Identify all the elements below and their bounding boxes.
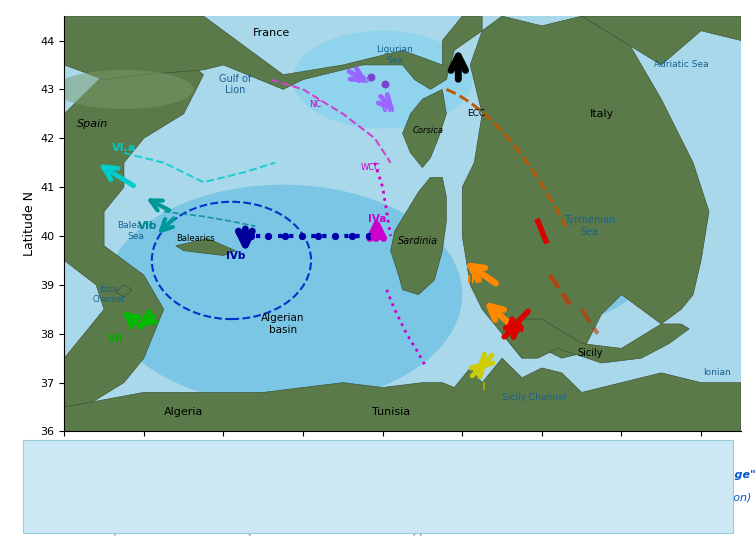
- Text: Spain: Spain: [76, 118, 108, 129]
- Text: III: III: [311, 457, 324, 470]
- Text: Balearic
Sea: Balearic Sea: [117, 221, 154, 241]
- Text: IW "age": IW "age": [702, 470, 756, 480]
- Text: I: I: [482, 383, 486, 392]
- Text: Adriatic Sea: Adriatic Sea: [654, 61, 708, 70]
- Point: [369, 232, 381, 240]
- Polygon shape: [502, 319, 689, 363]
- Point: [296, 232, 308, 240]
- Point: [346, 232, 358, 240]
- Ellipse shape: [484, 133, 663, 319]
- Text: Ibiza
Channel: Ibiza Channel: [92, 285, 124, 304]
- Text: VII: VII: [108, 333, 124, 344]
- Text: Tunisia: Tunisia: [371, 407, 410, 417]
- Point: [364, 73, 376, 81]
- Text: Sicily Channel: Sicily Channel: [502, 393, 566, 402]
- Text: IIa: IIa: [153, 457, 170, 470]
- Ellipse shape: [104, 185, 462, 405]
- Text: VI.a: VI.a: [112, 143, 136, 153]
- Polygon shape: [462, 16, 709, 358]
- Text: IIb: IIb: [216, 457, 234, 470]
- Text: IVa: IVa: [367, 214, 386, 224]
- Text: IIb: IIb: [466, 275, 482, 285]
- Text: Ionian: Ionian: [703, 368, 731, 377]
- Text: France: France: [253, 28, 290, 38]
- Text: Sardinia: Sardinia: [398, 236, 438, 246]
- Text: Algeria: Algeria: [164, 407, 203, 417]
- Text: III: III: [451, 58, 465, 71]
- Y-axis label: Latitude N: Latitude N: [23, 191, 36, 256]
- Polygon shape: [64, 358, 741, 431]
- Text: I.: I.: [85, 457, 94, 470]
- Text: VIb: VIb: [138, 221, 157, 231]
- Text: VIb: VIb: [534, 457, 556, 470]
- Text: VIa: VIa: [463, 457, 485, 470]
- Text: IVb: IVb: [434, 502, 457, 515]
- Text: Italy: Italy: [590, 109, 614, 119]
- Text: Ligurian
Sea: Ligurian Sea: [376, 46, 413, 65]
- Text: IVa: IVa: [278, 502, 300, 515]
- Text: Va: Va: [394, 457, 411, 470]
- Text: Sicily: Sicily: [577, 348, 603, 358]
- Text: NC: NC: [309, 100, 321, 109]
- Polygon shape: [391, 177, 446, 295]
- Text: Tyrrhenian
Sea: Tyrrhenian Sea: [564, 215, 615, 237]
- Ellipse shape: [54, 70, 194, 109]
- Ellipse shape: [293, 31, 472, 129]
- Polygon shape: [64, 65, 203, 431]
- Text: IVb: IVb: [226, 250, 245, 260]
- Polygon shape: [64, 16, 482, 90]
- Polygon shape: [402, 90, 446, 168]
- Point: [279, 232, 291, 240]
- Polygon shape: [581, 16, 741, 65]
- Text: WCC: WCC: [361, 163, 381, 172]
- Text: ECC: ECC: [467, 109, 485, 118]
- Text: Gulf of
Lion: Gulf of Lion: [219, 73, 252, 95]
- Text: Algerian
basin: Algerian basin: [262, 313, 305, 335]
- Text: Balearics: Balearics: [176, 234, 215, 243]
- Point: [379, 80, 391, 89]
- X-axis label: Longitude E: Longitude E: [361, 456, 445, 468]
- Point: [329, 232, 341, 240]
- Point: [363, 232, 375, 240]
- Text: Vb: Vb: [355, 75, 370, 85]
- Polygon shape: [116, 285, 132, 297]
- Text: IIa: IIa: [509, 324, 523, 334]
- Text: (dilution): (dilution): [702, 493, 751, 503]
- Text: Va: Va: [381, 104, 396, 114]
- Polygon shape: [175, 239, 235, 256]
- Point: [312, 232, 324, 240]
- Text: Corsica: Corsica: [413, 126, 444, 136]
- Point: [245, 232, 257, 240]
- Point: [262, 232, 274, 240]
- Text: Vb: Vb: [361, 502, 380, 515]
- Text: VII: VII: [600, 457, 618, 470]
